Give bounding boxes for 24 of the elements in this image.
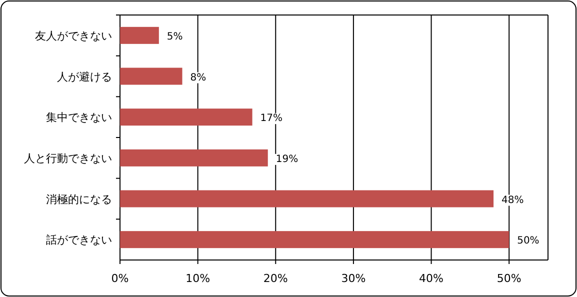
y-tick-label: 集中できない bbox=[46, 111, 112, 124]
x-tick-label: 20% bbox=[263, 272, 288, 285]
data-label: 5% bbox=[166, 31, 183, 42]
data-label: 17% bbox=[260, 113, 283, 124]
bar bbox=[120, 149, 268, 166]
y-tick-label: 話ができない bbox=[46, 234, 112, 247]
x-tick-label: 30% bbox=[341, 272, 366, 285]
bar bbox=[120, 231, 510, 248]
y-tick-label: 人が避ける bbox=[57, 70, 112, 84]
bar bbox=[120, 108, 252, 126]
bar bbox=[120, 26, 159, 44]
y-tick-label: 友人ができない bbox=[35, 29, 112, 42]
y-tick-label: 消極的になる bbox=[46, 192, 112, 206]
data-label: 50% bbox=[517, 236, 540, 247]
data-label: 19% bbox=[276, 154, 298, 165]
bar bbox=[120, 68, 182, 85]
x-tick-label: 50% bbox=[496, 272, 522, 285]
data-label: 48% bbox=[502, 194, 524, 206]
y-tick-label: 人と行動できない bbox=[24, 152, 112, 165]
data-label: 8% bbox=[190, 72, 206, 84]
x-tick-label: 40% bbox=[419, 272, 444, 285]
x-tick-label: 0% bbox=[111, 272, 129, 285]
x-tick-label: 10% bbox=[186, 272, 210, 285]
bar bbox=[120, 190, 494, 208]
